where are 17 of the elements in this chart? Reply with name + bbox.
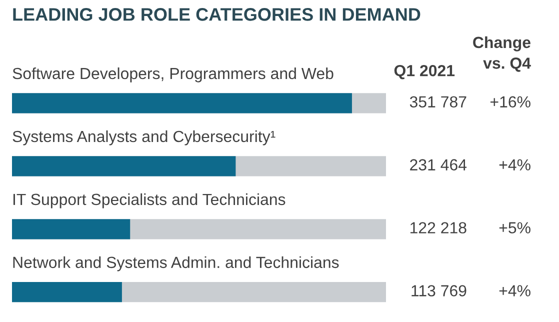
y-tick-label: IT Support Specialists and Technicians bbox=[13, 193, 286, 208]
data-label: 231 464 bbox=[410, 159, 467, 170]
y-tick-label: Network and Systems Admin. and Technicians bbox=[13, 256, 339, 272]
text: +4% bbox=[499, 159, 530, 170]
bar bbox=[12, 219, 130, 240]
y-tick-label: Software Developers, Programmers and Web bbox=[12, 67, 334, 82]
text: +5% bbox=[499, 222, 530, 234]
text: +16% bbox=[490, 96, 530, 108]
data-label: 122 218 bbox=[410, 222, 466, 234]
text: Change vs. Q4 bbox=[473, 36, 531, 72]
text: Q1 2021 bbox=[394, 64, 455, 80]
text: +4% bbox=[499, 285, 530, 296]
data-label: 351 787 bbox=[410, 96, 466, 108]
bar bbox=[12, 282, 122, 302]
data-label: 113 769 bbox=[412, 285, 466, 296]
y-tick-label: Systems Analysts and Cybersecurity¹ bbox=[12, 130, 276, 146]
chart-title: LEADING JOB ROLE CATEGORIES IN DEMAND bbox=[13, 8, 420, 21]
